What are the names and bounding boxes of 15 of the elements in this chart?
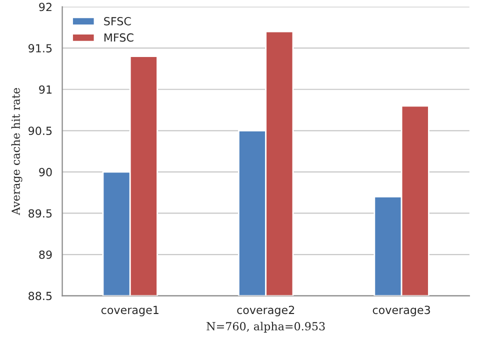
legend-label: MFSC (104, 33, 134, 42)
y-tick-label: 89.5 (28, 209, 52, 218)
y-tick-label: 90 (39, 168, 52, 176)
x-tick-label: coverage2 (237, 306, 294, 316)
y-axis-title: Average cache hit rate (11, 88, 22, 216)
y-tick-label: 92 (39, 2, 52, 12)
y-tick-label: 90.5 (28, 126, 52, 136)
x-tick-label: coverage3 (372, 306, 430, 316)
y-tick-label: 91 (39, 85, 52, 94)
y-tick-label: 88.5 (28, 292, 52, 300)
legend-label: SFSC (104, 16, 131, 26)
x-axis-title: N=760, alpha=0.953 (206, 322, 325, 333)
x-tick-label: coverage1 (101, 306, 158, 316)
y-tick-label: 91.5 (28, 44, 52, 52)
y-tick-label: 89 (39, 250, 52, 259)
